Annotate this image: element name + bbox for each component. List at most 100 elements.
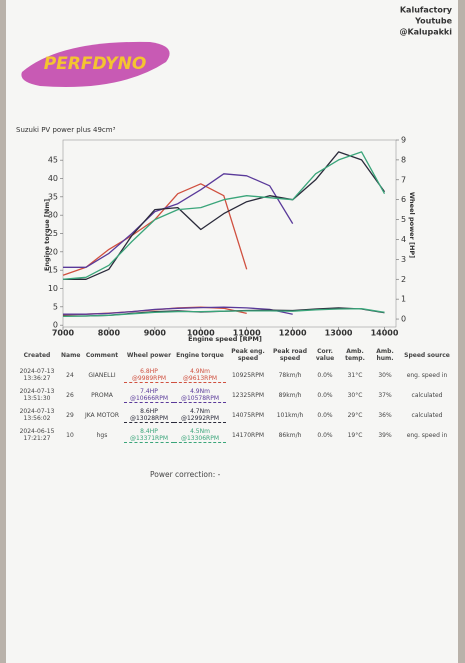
header-cell: Corr. value [315,348,335,362]
plot-frame [62,139,397,328]
y-tick-label: 30 [48,211,58,220]
table-cell: eng. speed in [406,371,448,379]
header-line: @Kalupakki [399,28,452,37]
y2-tick-label: 7 [401,175,406,184]
y-tick-label: 15 [48,266,58,275]
line [63,173,294,268]
table-cell: 14170RPM [231,431,265,439]
table-cell: 2024-07-13 13:36:27 [19,368,55,382]
table-cell: 36% [378,411,392,419]
y-tick-label: 20 [48,247,58,256]
x-tick-label: 13000 [325,329,353,338]
table-cell: 0.0% [317,411,333,419]
y2-tick-label: 6 [401,195,406,204]
table-cell: 4.9Nm @9613RPM [174,368,226,383]
y2-tick-label: 8 [401,155,406,164]
y2-tick-label: 1 [401,295,406,304]
y2-tick-label: 9 [401,136,406,145]
header-cell: Peak eng. speed [231,348,265,362]
y-tick-label: 45 [48,156,58,165]
y2-tick-label: 4 [401,235,406,244]
table-cell: 6.8HP @9989RPM [124,368,174,383]
logo: PERFDYNO [44,54,147,74]
table-cell: 7.4HP @10666RPM [124,388,174,403]
table-cell: 24 [66,371,74,379]
line [63,306,293,315]
table-row: 2024-07-13 13:36:27 24 GIANELLI 6.8HP @9989… [14,365,454,385]
chart-title: Suzuki PV power plus 49cm³ [16,126,116,134]
y2-tick-label: 3 [401,255,406,264]
table-row: 2024-07-13 13:56:02 29 JKA MOTOR 8.6HP @130… [14,405,454,425]
x-tick-label: 10000 [187,329,215,338]
table-cell: 37% [378,391,392,399]
table-cell: PROMA [91,391,113,399]
table-header-row: Created Name Comment Wheel power Engine torq… [14,345,454,365]
table-cell: 29°C [347,411,363,419]
x-axis-title: Engine speed [RPM] [188,335,262,343]
x-tick-label: 14000 [371,329,399,338]
header-cell: Comment [85,351,119,359]
y-tick-label: 25 [48,229,58,238]
table-cell: calculated [411,411,443,419]
header-cell: Created [23,351,51,359]
x-tick-label: 12000 [279,329,307,338]
table-cell: 101km/h [276,411,304,419]
table-cell: 86km/h [278,431,302,439]
y2-tick-label: 5 [401,215,406,224]
header-cell: Speed source [404,351,450,359]
table-row: 2024-06-15 17:21:27 10 hgs 8.4HP @13371RPM 4… [14,425,454,445]
line [62,151,386,280]
header-cell: Peak road speed [272,348,308,362]
y2-axis-title: Wheel power [HP] [408,192,416,258]
logo-shape [21,41,170,87]
x-tick-label: 8000 [98,329,121,338]
table-cell: 2024-07-13 13:56:02 [19,408,55,422]
table-cell: 26 [66,391,74,399]
table-cell: eng. speed in [406,431,448,439]
y2-tick-label: 2 [401,275,406,284]
header-cell: Engine torque [176,351,224,359]
table-cell: 2024-07-13 13:51:30 [19,388,55,402]
header-cell: Name [61,351,81,359]
table-cell: 14075RPM [231,411,265,419]
y-tick-label: 5 [53,302,58,311]
header-line: Kalufactory [400,6,453,15]
table-cell: 30°C [347,391,363,399]
header-cell: Amb. temp. [345,348,365,362]
table-cell: 29 [66,411,74,419]
y-tick-label: 10 [48,284,58,293]
table-cell: GIANELLI [88,371,116,379]
table-row: 2024-07-13 13:51:30 26 PROMA 7.4HP @10666RP… [14,385,454,405]
x-tick-label: 9000 [144,329,167,338]
paper [6,0,458,663]
table-cell: 31°C [347,371,363,379]
table-cell: 78km/h [278,371,302,379]
footer: Power correction: - [150,470,221,479]
header-line: Youtube [414,17,452,26]
line [62,183,248,276]
line [63,151,386,280]
table-cell: 8.6HP @13028RPM [124,408,174,423]
table-cell: 0.0% [317,391,333,399]
x-tick-label: 11000 [233,329,261,338]
table-cell: calculated [411,391,443,399]
table-cell: 19°C [347,431,363,439]
header-cell: Amb. hum. [376,348,394,362]
y-axis-title: Engine torque [Nm] [43,199,51,271]
y2-tick-label: 0 [401,315,406,324]
table-cell: JKA MOTOR [84,411,120,419]
table-cell: 10925RPM [231,371,265,379]
y-tick-label: 0 [53,321,58,330]
table-cell: 2024-06-15 17:21:27 [19,428,55,442]
table-cell: 4.9Nm @10578RPM [174,388,226,403]
table-cell: 39% [378,431,392,439]
table-cell: 0.0% [317,371,333,379]
table-cell: 4.7Nm @12992RPM [174,408,226,423]
table-cell: 8.4HP @13371RPM [124,428,174,443]
line [62,308,385,318]
table-cell: 10 [66,431,74,439]
y-tick-label: 35 [48,192,58,201]
table: Created Name Comment Wheel power Engine torq… [14,345,454,445]
table-cell: 0.0% [317,431,333,439]
